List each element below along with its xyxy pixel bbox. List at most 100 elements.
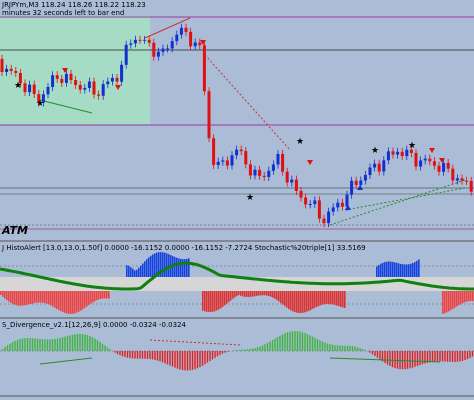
candle-body xyxy=(69,73,73,81)
signal-arrow xyxy=(115,85,121,90)
histo-bar xyxy=(98,291,100,300)
histo-bar xyxy=(376,266,378,277)
divergence-line xyxy=(149,339,241,346)
signal-arrow xyxy=(429,148,435,153)
histo-bar xyxy=(206,291,208,312)
histo-bar xyxy=(218,291,220,310)
histo-bar xyxy=(448,291,450,312)
histo-bar xyxy=(464,291,466,303)
histo-bar xyxy=(166,253,168,277)
histo-bar xyxy=(460,291,462,305)
histo-bar xyxy=(398,263,400,277)
histo-bar xyxy=(382,262,384,277)
histo-bar xyxy=(88,291,90,305)
candle-body xyxy=(442,162,446,172)
histo-bar xyxy=(174,256,176,277)
candle-body xyxy=(239,149,243,152)
histo-bar xyxy=(470,291,472,302)
candle-body xyxy=(262,175,266,177)
histo-bar xyxy=(48,291,50,305)
histo-bar xyxy=(388,261,390,277)
candle-body xyxy=(308,204,312,206)
histo-bar xyxy=(344,291,346,308)
candle-body xyxy=(32,84,36,95)
histo-bar xyxy=(404,264,406,277)
candle-body xyxy=(359,180,363,185)
histo-bar xyxy=(454,291,456,308)
symbol-info: JRJPYm,M3 118.24 118.26 118.22 118.23 xyxy=(1,1,146,9)
signal-star: ★ xyxy=(246,193,254,203)
histo-bar xyxy=(82,291,84,310)
histo-bar xyxy=(338,291,340,307)
histo-bar xyxy=(400,263,402,277)
histo-bar xyxy=(12,291,14,304)
histo-bar xyxy=(288,291,290,310)
candle-body xyxy=(37,94,41,103)
candle-body xyxy=(28,84,32,93)
histo-bar xyxy=(378,265,380,277)
candle-body xyxy=(248,164,252,176)
histo-bar xyxy=(336,291,338,306)
histo-bar xyxy=(60,291,62,312)
histo-bar xyxy=(264,291,266,296)
candle-body xyxy=(18,72,22,84)
candle-body xyxy=(432,161,436,166)
histo-bar xyxy=(90,291,92,304)
histo-bar xyxy=(340,291,342,307)
histo-bar xyxy=(148,257,150,277)
histo-bar xyxy=(282,291,284,305)
histo-bar xyxy=(220,291,222,309)
histo-bar xyxy=(16,291,18,306)
histo-bar xyxy=(242,291,244,297)
divergence-line xyxy=(329,357,441,363)
histo-bar xyxy=(390,261,392,277)
histo-bar xyxy=(294,291,296,313)
candle-body xyxy=(207,91,211,139)
candle-body xyxy=(41,94,45,103)
candle-body xyxy=(345,194,349,207)
candle-body xyxy=(267,170,271,177)
histo-bar xyxy=(392,261,394,277)
candle-body xyxy=(161,48,165,52)
candle-body xyxy=(221,160,225,162)
histo-bar xyxy=(68,291,70,314)
histo-bar xyxy=(324,291,326,305)
signal-arrow xyxy=(62,68,68,73)
candle-body xyxy=(299,190,303,198)
histo-bar xyxy=(304,291,306,313)
candle-body xyxy=(350,180,354,195)
candle-body xyxy=(189,31,193,47)
candle-body xyxy=(101,84,105,96)
histo-bar xyxy=(226,291,228,304)
histo-bar xyxy=(240,291,242,296)
candle-body xyxy=(363,174,367,181)
candle-body xyxy=(133,39,137,44)
histo-bar xyxy=(268,291,270,297)
histo-bar xyxy=(232,291,234,299)
candle-body xyxy=(202,45,206,92)
histo-bar xyxy=(328,291,330,304)
histo-bar xyxy=(238,291,240,296)
histo-bar xyxy=(322,291,324,305)
histo-bar xyxy=(274,291,276,299)
histo-bar xyxy=(178,258,180,277)
histo-bar xyxy=(158,252,160,277)
histo-bar xyxy=(22,291,24,306)
histo-bar xyxy=(102,291,104,299)
candle-body xyxy=(377,163,381,172)
histo-bar xyxy=(62,291,64,313)
histo-bar xyxy=(326,291,328,304)
histo-bar xyxy=(40,291,42,303)
signal-arrow xyxy=(345,205,351,210)
candle-body xyxy=(327,211,331,224)
candle-body xyxy=(9,68,13,72)
histo-bar xyxy=(20,291,22,306)
histo-bar xyxy=(310,291,312,310)
histo-bar xyxy=(456,291,458,307)
histo-bar xyxy=(136,269,138,277)
histo-bar xyxy=(452,291,454,309)
histo-bar xyxy=(410,263,412,277)
histo-bar xyxy=(204,291,206,312)
candle-body xyxy=(0,58,4,72)
histo-bar xyxy=(406,264,408,277)
